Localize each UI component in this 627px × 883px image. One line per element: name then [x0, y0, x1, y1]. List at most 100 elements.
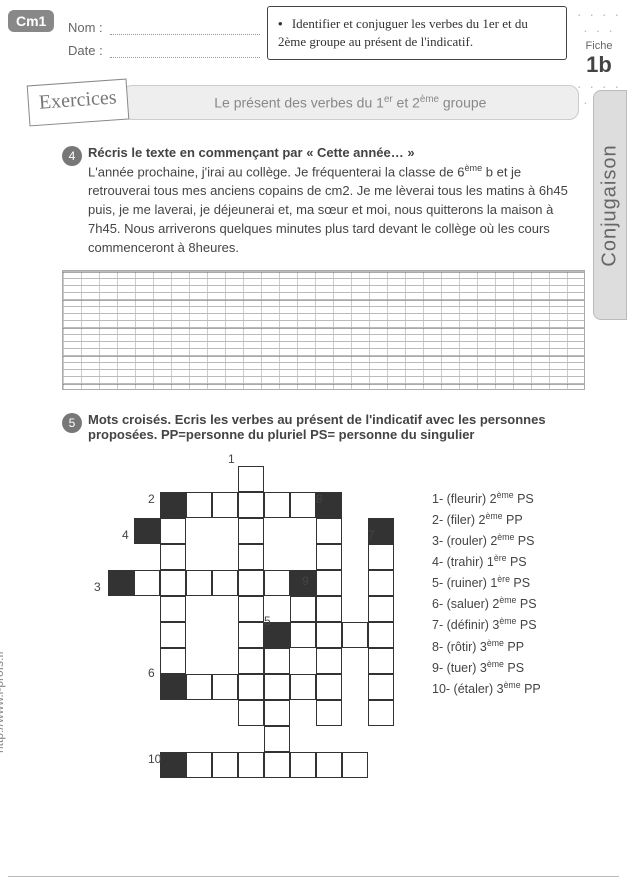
- clue-line: 8- (rôtir) 3ème PP: [432, 636, 541, 657]
- crossword-cell[interactable]: [238, 518, 264, 544]
- crossword-number: 9: [302, 574, 309, 588]
- crossword-cell[interactable]: [212, 752, 238, 778]
- name-line[interactable]: [110, 34, 260, 35]
- crossword-cell[interactable]: [264, 648, 290, 674]
- crossword-cell[interactable]: [160, 648, 186, 674]
- crossword-cell[interactable]: [290, 622, 316, 648]
- crossword-cell[interactable]: [264, 726, 290, 752]
- crossword-cell[interactable]: [238, 752, 264, 778]
- crossword-cell[interactable]: [186, 570, 212, 596]
- crossword-cell[interactable]: [290, 492, 316, 518]
- clue-line: 5- (ruiner) 1ère PS: [432, 572, 541, 593]
- crossword-cell[interactable]: [290, 752, 316, 778]
- fiche-label: Fiche: [575, 40, 623, 52]
- crossword-cell[interactable]: [264, 570, 290, 596]
- clue-line: 9- (tuer) 3ème PS: [432, 657, 541, 678]
- crossword-cell[interactable]: [316, 648, 342, 674]
- crossword-number: 1: [228, 452, 235, 466]
- clue-line: 1- (fleurir) 2ème PS: [432, 488, 541, 509]
- crossword-cell[interactable]: [316, 752, 342, 778]
- crossword-cell[interactable]: [160, 596, 186, 622]
- crossword-cell[interactable]: [368, 570, 394, 596]
- footer-url: http://www.i-profs.fr: [0, 650, 6, 753]
- name-label: Nom :: [68, 20, 103, 35]
- ex4-body: L'année prochaine, j'irai au collège. Je…: [88, 162, 585, 258]
- crossword-cell[interactable]: [186, 492, 212, 518]
- side-tab: Conjugaison: [593, 90, 627, 320]
- crossword-cell[interactable]: [238, 648, 264, 674]
- section-title: Le présent des verbes du 1er et 2ème gro…: [122, 85, 579, 120]
- clue-line: 3- (rouler) 2ème PS: [432, 530, 541, 551]
- crossword-cell[interactable]: [290, 674, 316, 700]
- crossword-cell[interactable]: [342, 622, 368, 648]
- crossword-cell[interactable]: [316, 596, 342, 622]
- crossword-cell[interactable]: [160, 518, 186, 544]
- ex4-title: Récris le texte en commençant par « Cett…: [88, 145, 585, 160]
- crossword-cell[interactable]: [186, 752, 212, 778]
- crossword-cell[interactable]: [134, 570, 160, 596]
- crossword-cell[interactable]: [238, 700, 264, 726]
- crossword-cell[interactable]: [238, 596, 264, 622]
- crossword-cell[interactable]: [238, 466, 264, 492]
- writing-grid[interactable]: [62, 270, 585, 390]
- crossword-cell[interactable]: [212, 492, 238, 518]
- crossword-number: 6: [148, 666, 155, 680]
- crossword-cell[interactable]: [212, 570, 238, 596]
- crossword-cell[interactable]: [316, 518, 342, 544]
- crossword-cell: [160, 752, 186, 778]
- clue-line: 7- (définir) 3ème PS: [432, 614, 541, 635]
- section-label: Exercices: [27, 79, 129, 127]
- crossword-cell[interactable]: [368, 700, 394, 726]
- ex5-title: Mots croisés. Ecris les verbes au présen…: [88, 412, 585, 442]
- crossword-cell[interactable]: [264, 700, 290, 726]
- crossword-number: 4: [122, 528, 129, 542]
- crossword-number: 7: [368, 528, 375, 542]
- crossword-cell[interactable]: [264, 674, 290, 700]
- crossword-cell[interactable]: [290, 596, 316, 622]
- crossword-cell: [160, 492, 186, 518]
- crossword-number: 10: [148, 752, 161, 766]
- objective-text: Identifier et conjuguer les verbes du 1e…: [278, 16, 528, 49]
- crossword-cell[interactable]: [368, 544, 394, 570]
- clue-line: 6- (saluer) 2ème PS: [432, 593, 541, 614]
- crossword-cell[interactable]: [368, 674, 394, 700]
- crossword-cell[interactable]: [264, 752, 290, 778]
- side-tab-label: Conjugaison: [599, 144, 622, 266]
- crossword-grid[interactable]: 12847395610: [88, 452, 408, 792]
- crossword-cell[interactable]: [238, 570, 264, 596]
- crossword-cell[interactable]: [342, 752, 368, 778]
- crossword-cell[interactable]: [238, 492, 264, 518]
- crossword-cell[interactable]: [238, 544, 264, 570]
- crossword-number: 3: [94, 580, 101, 594]
- crossword-cell[interactable]: [212, 674, 238, 700]
- crossword-cell[interactable]: [368, 622, 394, 648]
- fiche-dots: · · · · · · ·: [575, 6, 623, 38]
- crossword-cell[interactable]: [160, 622, 186, 648]
- crossword-cell[interactable]: [368, 648, 394, 674]
- crossword-cell[interactable]: [238, 622, 264, 648]
- ex4-number: 4: [62, 146, 82, 166]
- fiche-number: 1b: [575, 52, 623, 78]
- crossword-cell[interactable]: [316, 544, 342, 570]
- crossword-cell[interactable]: [160, 544, 186, 570]
- crossword-cell[interactable]: [316, 700, 342, 726]
- crossword-cell[interactable]: [264, 492, 290, 518]
- crossword-cell[interactable]: [368, 596, 394, 622]
- crossword-cell[interactable]: [316, 570, 342, 596]
- crossword-clues: 1- (fleurir) 2ème PS2- (filer) 2ème PP3-…: [432, 488, 541, 792]
- crossword-cell[interactable]: [160, 570, 186, 596]
- objective-box: Identifier et conjuguer les verbes du 1e…: [267, 6, 567, 60]
- crossword-cell[interactable]: [316, 622, 342, 648]
- level-badge: Cm1: [8, 10, 54, 32]
- date-label: Date :: [68, 43, 103, 58]
- crossword-number: 8: [316, 492, 323, 506]
- crossword-cell[interactable]: [238, 674, 264, 700]
- crossword-cell[interactable]: [316, 674, 342, 700]
- crossword-cell: [160, 674, 186, 700]
- crossword-cell[interactable]: [186, 674, 212, 700]
- crossword-cell: [134, 518, 160, 544]
- crossword-cell: [108, 570, 134, 596]
- bottom-rule: [8, 876, 619, 877]
- date-line[interactable]: [110, 57, 260, 58]
- clue-line: 4- (trahir) 1ère PS: [432, 551, 541, 572]
